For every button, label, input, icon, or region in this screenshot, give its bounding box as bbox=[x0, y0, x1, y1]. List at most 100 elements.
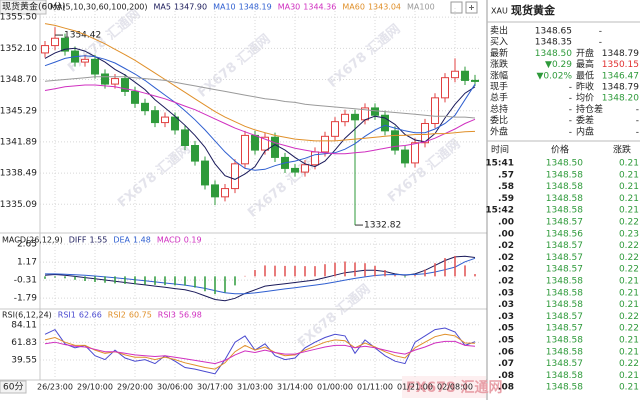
quote-value: - bbox=[599, 38, 602, 48]
x-tick-label: 01/21:00 bbox=[397, 383, 433, 392]
trade-price: 1348.50 bbox=[546, 159, 583, 169]
quote-value: - bbox=[636, 105, 639, 115]
trade-time: .02 bbox=[498, 265, 514, 275]
quote-value: 1348.79 bbox=[602, 49, 639, 59]
x-tick-label: 26/23:00 bbox=[37, 383, 73, 392]
y-tick-label: 1345.29 bbox=[0, 106, 37, 116]
quote-label: 最高 bbox=[576, 58, 594, 70]
candle-body bbox=[401, 149, 409, 164]
series-line bbox=[44, 23, 476, 142]
legend-name: MA60 bbox=[342, 3, 365, 12]
trade-price: 1348.58 bbox=[546, 182, 583, 192]
trade-time: .02 bbox=[498, 253, 514, 263]
y-tick-label: 1.17 bbox=[17, 258, 37, 268]
trade-change: 0.22 bbox=[619, 253, 639, 263]
trade-time: .59 bbox=[498, 194, 514, 204]
settings-button[interactable] bbox=[450, 1, 463, 14]
trade-price: 1348.58 bbox=[546, 300, 583, 310]
trade-column-header: 时间 bbox=[491, 144, 509, 156]
quote-label: 总持 bbox=[490, 103, 508, 115]
trade-price: 1348.58 bbox=[546, 194, 583, 204]
quote-label: 最低 bbox=[576, 69, 594, 81]
candle-body bbox=[231, 163, 239, 190]
candle-body bbox=[371, 107, 379, 116]
candle-body bbox=[51, 37, 59, 47]
trade-price: 1348.56 bbox=[546, 229, 583, 239]
x-tick-label: 31/14:00 bbox=[277, 383, 313, 392]
trade-time: .58 bbox=[498, 182, 514, 192]
trade-time: .02 bbox=[498, 241, 514, 251]
trade-change: 0.21 bbox=[619, 371, 639, 381]
quote-value: - bbox=[569, 116, 572, 126]
legend-name: RSI1 bbox=[58, 311, 76, 320]
trade-change: 0.22 bbox=[619, 359, 639, 369]
trade-price: 1348.58 bbox=[546, 170, 583, 180]
y-tick-label: 1338.49 bbox=[0, 169, 37, 179]
quote-label: 委差 bbox=[576, 114, 594, 126]
trade-time: .08 bbox=[498, 371, 514, 381]
trade-price: 1348.58 bbox=[546, 371, 583, 381]
candle-body bbox=[331, 121, 339, 137]
candle-body bbox=[351, 113, 359, 121]
trade-price: 1348.58 bbox=[546, 277, 583, 287]
candle-body bbox=[171, 116, 179, 131]
quote-label: 昨收 bbox=[576, 81, 594, 93]
quote-label: 外盘 bbox=[490, 125, 508, 137]
period-box[interactable] bbox=[0, 380, 27, 394]
y-tick-label: 61.83 bbox=[11, 338, 37, 348]
y-tick-label: -0.31 bbox=[14, 276, 37, 286]
trade-price: 1348.57 bbox=[546, 312, 583, 322]
quote-label: 现手 bbox=[490, 81, 508, 93]
trade-price: 1348.58 bbox=[546, 288, 583, 298]
trade-time: 15:42 bbox=[485, 206, 514, 216]
legend-value: 1344.36 bbox=[303, 3, 336, 12]
trade-change: 0.21 bbox=[619, 300, 639, 310]
quote-value: ▼0.29 bbox=[545, 60, 572, 70]
trade-time: .06 bbox=[498, 347, 514, 357]
candle-body bbox=[111, 78, 119, 85]
quote-label: 均价 bbox=[576, 92, 594, 104]
quote-value: - bbox=[636, 127, 639, 137]
trade-change: 0.23 bbox=[619, 229, 639, 239]
candle-body bbox=[121, 78, 129, 92]
quote-value: 1348.79 bbox=[602, 83, 639, 93]
add-icon bbox=[469, 5, 474, 10]
series-line bbox=[44, 340, 476, 365]
x-tick-label: 02/08:00 bbox=[437, 383, 473, 392]
candle-body bbox=[471, 79, 479, 82]
candle-body bbox=[101, 73, 109, 85]
trade-change: 0.21 bbox=[619, 170, 639, 180]
high-annotation: 1354.42 bbox=[64, 31, 101, 41]
candle-body bbox=[451, 70, 459, 79]
trade-price: 1348.58 bbox=[546, 383, 583, 393]
candle-body bbox=[81, 58, 89, 63]
y-tick-label: -1.79 bbox=[14, 294, 38, 304]
quote-value: ▼0.02% bbox=[536, 71, 572, 81]
quote-label: 最新 bbox=[490, 47, 508, 59]
x-tick-label: 29/20:00 bbox=[117, 383, 153, 392]
trade-price: 1348.57 bbox=[546, 324, 583, 334]
series-line bbox=[44, 327, 476, 375]
trade-time: .57 bbox=[498, 170, 514, 180]
series-line bbox=[44, 55, 476, 171]
legend-value: 0.19 bbox=[184, 236, 202, 245]
trade-change: 0.22 bbox=[619, 218, 639, 228]
legend-name: MA30 bbox=[278, 3, 301, 12]
trade-time: .03 bbox=[498, 312, 514, 322]
legend-name: MA100 bbox=[407, 3, 435, 12]
candle-body bbox=[181, 129, 189, 147]
x-tick-label: 01/11:00 bbox=[357, 383, 393, 392]
trade-change: 0.21 bbox=[619, 277, 639, 287]
quote-value: - bbox=[569, 105, 572, 115]
candle-body bbox=[271, 136, 279, 158]
trade-time: .03 bbox=[498, 288, 514, 298]
trade-change: 0.21 bbox=[619, 336, 639, 346]
quote-label: 涨跌 bbox=[490, 59, 508, 70]
quote-value: - bbox=[636, 116, 639, 126]
logo: FX678 汇通网 bbox=[406, 380, 502, 396]
trade-time: .08 bbox=[498, 383, 514, 393]
indicator-label: MA(5,10,30,60,100,200) bbox=[50, 3, 148, 12]
candle-body bbox=[301, 164, 309, 173]
y-tick-label: 1348.70 bbox=[0, 75, 37, 85]
